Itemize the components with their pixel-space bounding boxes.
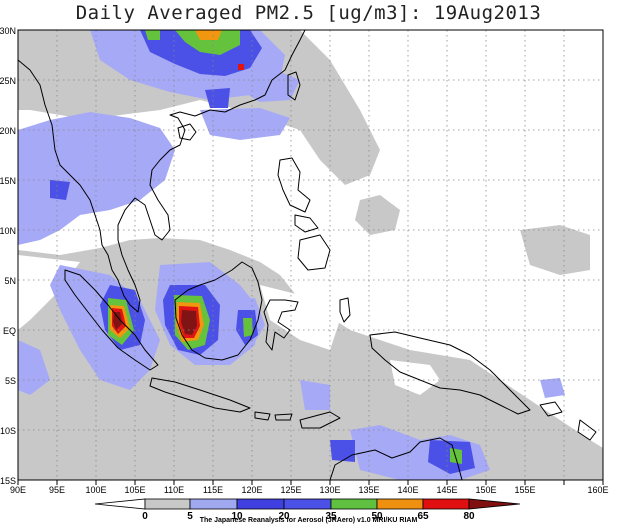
colorbar-segment-4 — [283, 498, 332, 510]
coast-mindanao — [297, 234, 331, 271]
coastlines — [18, 30, 597, 480]
colorbar-label: 50 — [371, 511, 383, 522]
coast-hainan — [177, 123, 197, 141]
coast-borneo — [174, 261, 263, 361]
coast-timor — [299, 411, 341, 429]
lat-label: EQ — [3, 326, 16, 336]
colorbar-segment-8 — [468, 498, 521, 510]
colorbar-label: 5 — [187, 511, 193, 522]
colorbar-label: 0 — [142, 511, 148, 522]
coast-australia — [329, 437, 463, 480]
coast-visayas — [294, 214, 319, 233]
lat-label: 5S — [5, 376, 16, 386]
coast-mainland — [18, 30, 306, 313]
colorbar-segment-6 — [376, 498, 424, 510]
coast-new-guinea — [369, 331, 531, 415]
pm25-dark-red-regions — [113, 310, 197, 335]
lon-label: 100E — [85, 485, 106, 495]
colorbar-segment-3 — [236, 498, 285, 510]
colorbar-segment-0 — [94, 498, 146, 510]
lon-label: 135E — [358, 485, 379, 495]
colorbar: 0 5 10 20 35 50 65 80 — [94, 498, 521, 522]
lat-label: 25N — [0, 76, 16, 86]
lon-label: 95E — [49, 485, 65, 495]
coast-sulawesi — [263, 299, 299, 351]
coast-taiwan — [287, 71, 301, 101]
colorbar-label: 80 — [463, 511, 475, 522]
lat-lon-grid — [18, 30, 603, 480]
lon-label: 115E — [203, 485, 223, 495]
lat-label: 10S — [0, 426, 16, 436]
colorbar-label: 65 — [417, 511, 429, 522]
lon-label: 120E — [241, 485, 262, 495]
lon-label: 160E — [587, 485, 608, 495]
coast-luzon — [277, 157, 311, 213]
axis-ticks — [17, 480, 604, 485]
pm25-field — [18, 30, 603, 480]
lon-label: 105E — [124, 485, 145, 495]
data-credit: The Japanese Reanalysis for Aerosol (JRA… — [199, 517, 418, 524]
colorbar-segment-5 — [330, 498, 378, 510]
colorbar-segment-2 — [189, 498, 238, 510]
coast-small-islands — [254, 401, 597, 441]
colorbar-label: 10 — [231, 511, 243, 522]
lon-label: 110E — [164, 485, 184, 495]
colorbar-segment-1 — [144, 498, 191, 510]
lat-label: 15S — [0, 476, 16, 486]
lat-label: 10N — [0, 226, 16, 236]
lon-label: 155E — [514, 485, 535, 495]
map-frame — [17, 29, 604, 481]
coast-java — [149, 377, 251, 413]
coast-halmahera — [339, 297, 351, 323]
lon-label: 140E — [397, 485, 418, 495]
lon-label: 145E — [436, 485, 457, 495]
lat-label: 5N — [4, 276, 16, 286]
coast-sumatra — [64, 269, 159, 371]
map-title: Daily Averaged PM2.5 [ug/m3]: 19Aug2013 — [75, 2, 542, 24]
colorbar-label: 20 — [278, 511, 290, 522]
lon-label: 130E — [319, 485, 340, 495]
lat-label: 30N — [0, 26, 16, 36]
lon-label: 90E — [10, 485, 26, 495]
lon-labels: 90E 95E 100E 105E 110E 115E 120E 125E 13… — [10, 485, 609, 495]
colorbar-label: 35 — [325, 511, 337, 522]
colorbar-segment-7 — [422, 498, 470, 510]
lat-label: 15N — [0, 176, 16, 186]
lat-labels: 30N 25N 20N 15N 10N 5N EQ 5S 10S 15S — [0, 26, 16, 486]
lon-label: 125E — [280, 485, 301, 495]
lon-label: 150E — [475, 485, 496, 495]
lat-label: 20N — [0, 126, 16, 136]
